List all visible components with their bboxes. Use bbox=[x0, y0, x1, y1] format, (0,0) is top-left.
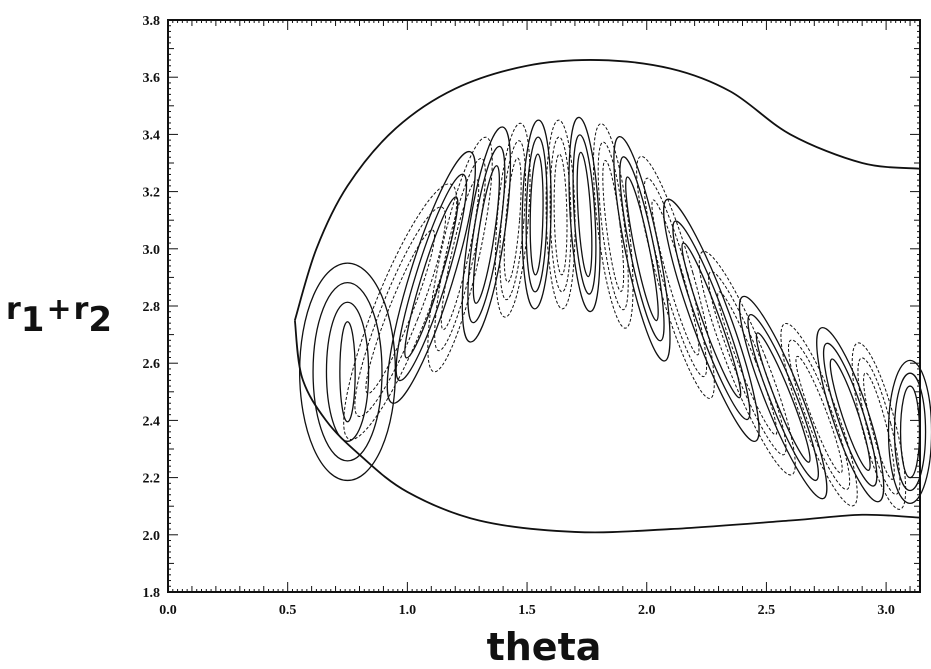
contour-line-negative bbox=[440, 178, 480, 331]
contour-line-negative bbox=[643, 177, 708, 378]
x-tick-label: 0.0 bbox=[159, 603, 177, 618]
y-tick-label: 2.2 bbox=[143, 472, 161, 487]
contour-line-positive bbox=[829, 358, 871, 471]
contour-line-positive bbox=[339, 321, 356, 423]
y-tick-label: 1.8 bbox=[143, 586, 161, 601]
contour-line-negative bbox=[651, 199, 700, 356]
contour-line-positive bbox=[816, 326, 885, 503]
boundary-lower bbox=[293, 320, 920, 534]
contour-lobe bbox=[521, 119, 552, 310]
contour-line-positive bbox=[672, 220, 751, 421]
contour-line-negative bbox=[354, 206, 447, 417]
x-tick-label: 2.5 bbox=[758, 603, 776, 618]
x-axis-ticks: 0.0 0.5 1.0 1.5 2.0 2.5 3.0 bbox=[159, 20, 921, 618]
contour-line-positive bbox=[299, 262, 397, 482]
y-axis-title: r1+r2 bbox=[6, 288, 112, 340]
contour-line-negative bbox=[494, 122, 531, 318]
contour-line-negative bbox=[427, 136, 493, 373]
contour-line-negative bbox=[698, 250, 796, 476]
contour-line-positive bbox=[521, 119, 552, 310]
contour-line-negative bbox=[863, 372, 895, 480]
boundary-curve bbox=[293, 59, 920, 534]
contour-lobe bbox=[738, 295, 828, 500]
contour-line-positive bbox=[568, 116, 601, 313]
contour-line-positive bbox=[887, 359, 931, 504]
x-tick-label: 1.5 bbox=[518, 603, 536, 618]
y-label-r2: r bbox=[73, 292, 89, 327]
contour-line-positive bbox=[738, 295, 828, 500]
x-tick-label: 3.0 bbox=[877, 603, 895, 618]
y-tick-label: 3.4 bbox=[143, 128, 161, 143]
plot-frame bbox=[167, 19, 921, 593]
y-tick-label: 2.4 bbox=[143, 414, 161, 429]
contour-line-positive bbox=[899, 385, 921, 479]
y-label-sub2: 2 bbox=[88, 300, 113, 340]
contour-lobe bbox=[780, 322, 858, 507]
y-label-plus: + bbox=[46, 292, 72, 327]
contour-lobe bbox=[545, 119, 576, 310]
contour-line-positive bbox=[461, 126, 512, 343]
y-axis-ticks: 1.8 2.0 2.2 2.4 2.6 2.8 3.0 3.2 3.4 3.6 3.8 bbox=[143, 14, 920, 601]
contour-line-negative bbox=[857, 357, 901, 495]
contour-lobe bbox=[663, 198, 760, 443]
contour-line-positive bbox=[747, 313, 819, 482]
contour-line-negative bbox=[636, 155, 715, 399]
x-axis-title: theta bbox=[487, 625, 602, 669]
contour-lobe bbox=[461, 126, 512, 343]
contour-line-positive bbox=[472, 165, 501, 304]
contour-line-negative bbox=[343, 183, 458, 441]
contour-lobe bbox=[816, 326, 885, 503]
y-tick-label: 2.8 bbox=[143, 300, 161, 315]
y-tick-label: 2.0 bbox=[143, 529, 161, 544]
y-tick-label: 3.0 bbox=[143, 243, 161, 258]
y-tick-label: 2.6 bbox=[143, 357, 161, 372]
y-tick-label: 3.6 bbox=[143, 71, 161, 86]
contour-line-positive bbox=[663, 198, 760, 443]
contour-line-positive bbox=[576, 151, 593, 278]
contour-line-positive bbox=[386, 150, 476, 404]
y-label-r1: r bbox=[6, 292, 21, 327]
contour-line-negative bbox=[597, 141, 629, 311]
contour-line-negative bbox=[549, 136, 572, 293]
contour-line-positive bbox=[619, 156, 665, 342]
x-tick-label: 1.0 bbox=[399, 603, 417, 618]
contour-line-negative bbox=[780, 322, 858, 507]
contour-lobe bbox=[568, 116, 601, 313]
contour-line-positive bbox=[613, 135, 671, 362]
contour-line-negative bbox=[592, 123, 634, 329]
contour-line-positive bbox=[893, 372, 927, 492]
contour-line-positive bbox=[681, 242, 742, 399]
contour-line-positive bbox=[755, 332, 811, 463]
contour-line-positive bbox=[467, 145, 506, 324]
contour-line-negative bbox=[708, 271, 787, 456]
contour-line-negative bbox=[553, 153, 568, 276]
y-label-sub1: 1 bbox=[20, 300, 45, 340]
y-tick-label: 3.8 bbox=[143, 14, 161, 29]
contour-line-positive bbox=[822, 342, 878, 487]
contour-line-positive bbox=[312, 282, 383, 462]
x-tick-label: 0.5 bbox=[279, 603, 297, 618]
contour-line-positive bbox=[529, 153, 544, 276]
contour-lobe bbox=[592, 123, 634, 329]
contour-line-positive bbox=[525, 136, 548, 293]
contour-line-positive bbox=[325, 301, 370, 442]
contour-line-negative bbox=[499, 140, 527, 301]
boundary-upper bbox=[294, 59, 920, 321]
contour-lobe bbox=[887, 359, 931, 504]
x-tick-label: 2.0 bbox=[638, 603, 656, 618]
plot-border bbox=[167, 19, 921, 593]
contour-line-negative bbox=[717, 291, 778, 436]
contour-lobe bbox=[299, 262, 397, 482]
contour-lines bbox=[299, 116, 931, 510]
contour-lobe bbox=[698, 250, 796, 476]
contour-line-negative bbox=[602, 159, 625, 292]
contour-line-positive bbox=[572, 134, 597, 295]
contour-line-negative bbox=[545, 119, 576, 310]
y-tick-label: 3.2 bbox=[143, 186, 161, 201]
